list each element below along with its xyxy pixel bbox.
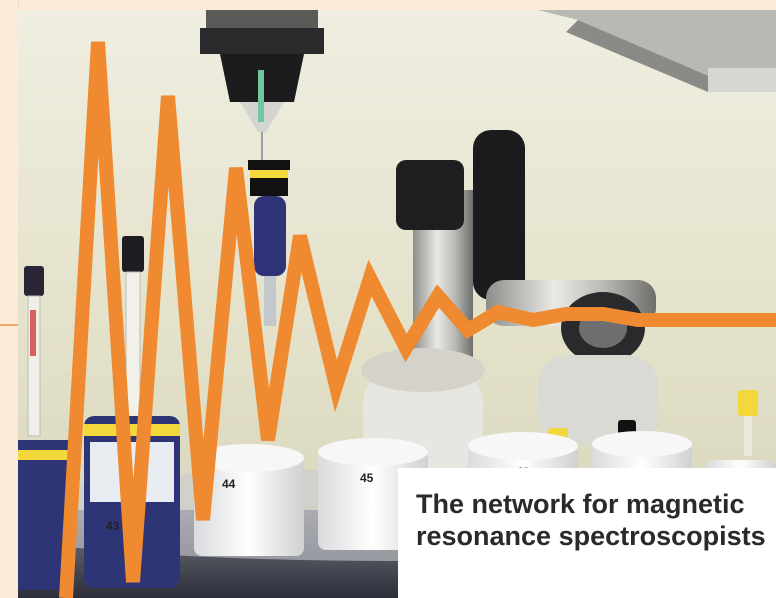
cup-label-45: 45 [360,471,374,485]
tagline: The network for magnetic resonance spect… [416,489,766,551]
cup-label-43: 43 [106,519,120,533]
spinner-holder [248,160,290,326]
left-margin-strip [0,0,19,598]
fid-waveform [59,41,776,598]
carousel-spinners [18,416,180,590]
overhead-rail [538,10,776,92]
strip-tick-mark [0,324,18,326]
cup-label-44: 44 [222,477,236,491]
sample-injector-head [200,10,324,180]
caption-panel: The network for magnetic resonance spect… [398,468,776,598]
